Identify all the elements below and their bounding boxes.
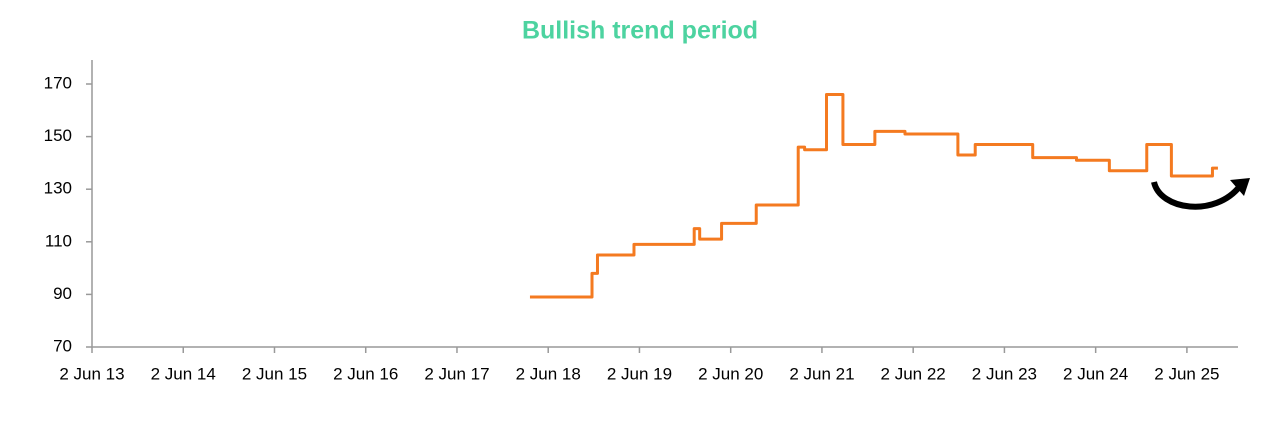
chart-title: Bullish trend period <box>522 17 758 45</box>
x-tick-label: 2 Jun 21 <box>789 364 854 383</box>
data-line <box>529 93 1218 299</box>
arrow-curve <box>1151 181 1243 210</box>
x-tick-label: 2 Jun 14 <box>151 364 216 383</box>
x-tick-label: 2 Jun 25 <box>1154 364 1219 383</box>
x-tick-label: 2 Jun 24 <box>1063 364 1128 383</box>
x-tick-label: 2 Jun 20 <box>698 364 763 383</box>
annotation-arrow <box>1151 178 1250 210</box>
x-tick-label: 2 Jun 16 <box>333 364 398 383</box>
x-tick-label: 2 Jun 17 <box>424 364 489 383</box>
x-tick-label: 2 Jun 23 <box>972 364 1037 383</box>
x-tick-label: 2 Jun 15 <box>242 364 307 383</box>
y-tick-label: 170 <box>44 73 72 92</box>
y-tick-label: 70 <box>53 336 72 355</box>
y-tick-label: 90 <box>53 284 72 303</box>
x-tick-label: 2 Jun 19 <box>607 364 672 383</box>
y-tick-label: 110 <box>45 231 72 250</box>
x-tick-label: 2 Jun 13 <box>59 364 124 383</box>
y-tick-label: 130 <box>44 179 72 198</box>
x-tick-label: 2 Jun 18 <box>516 364 581 383</box>
x-tick-label: 2 Jun 22 <box>881 364 946 383</box>
arrow-head <box>1230 178 1250 196</box>
y-tick-label: 150 <box>44 126 72 145</box>
